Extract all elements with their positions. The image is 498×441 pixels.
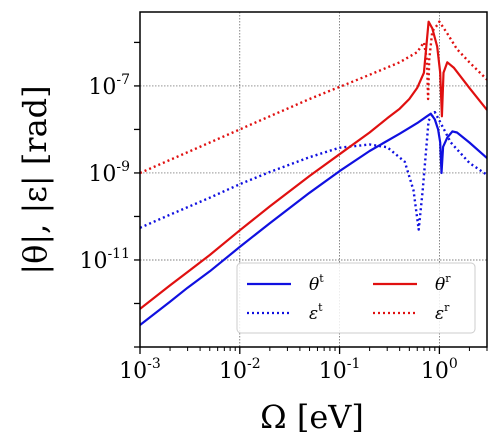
series-layer — [140, 20, 487, 326]
series-0-line — [140, 112, 487, 326]
y-tick-label: 10-9 — [88, 159, 130, 187]
y-tick-label: 10-11 — [79, 246, 130, 274]
x-tick-label: 10-2 — [219, 356, 261, 384]
ticks — [134, 41, 488, 354]
series-3-line — [140, 20, 487, 175]
legend-box — [236, 262, 476, 334]
legend-label: θr — [435, 272, 451, 295]
legend-label: εt — [309, 301, 323, 324]
x-tick-label: 10-1 — [319, 356, 361, 384]
legend-label: θt — [309, 272, 324, 295]
y-tick-label: 10-7 — [88, 72, 130, 100]
legend: θt εt θr εr — [236, 262, 476, 334]
tick-labels: 10-3 10-2 10-1 100 10-7 10-9 10-11 — [79, 72, 457, 384]
series-1-line — [140, 110, 487, 231]
y-axis-title: |θ|, |ε| [rad] — [16, 85, 54, 274]
x-tick-label: 100 — [421, 356, 458, 384]
legend-label: εr — [435, 301, 450, 324]
series-2-line — [140, 20, 487, 310]
x-axis-title: Ω [eV] — [260, 398, 364, 436]
x-tick-label: 10-3 — [119, 356, 161, 384]
plot-frame — [139, 11, 488, 348]
